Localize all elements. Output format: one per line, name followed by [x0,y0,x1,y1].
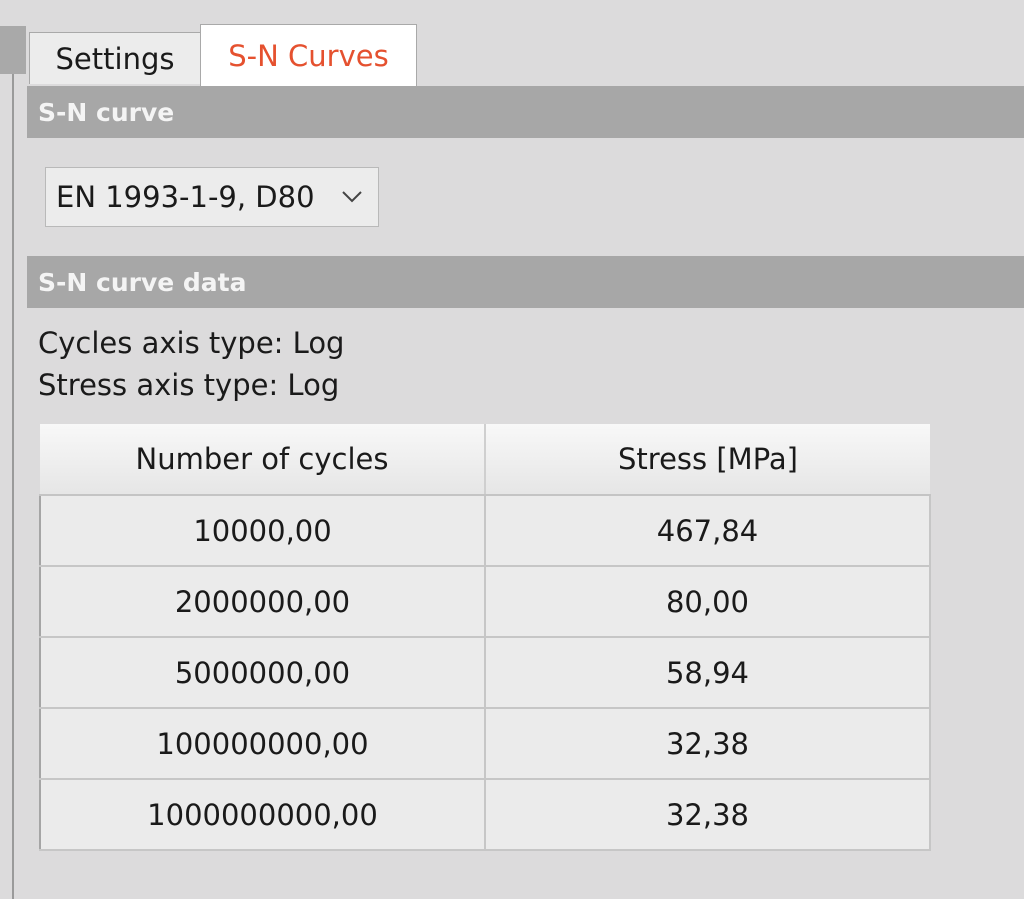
section-header-sn-curve: S-N curve [27,86,1024,138]
tab-settings-label: Settings [55,41,175,76]
chevron-down-icon[interactable] [340,184,364,208]
cell-cycles[interactable]: 1000000000,00 [39,778,486,851]
section-header-sn-curve-data: S-N curve data [27,256,1024,308]
cell-cycles[interactable]: 10000,00 [39,494,486,567]
table-header-row: Number of cycles Stress [MPa] [40,424,930,496]
section-title: S-N curve [38,97,175,127]
cell-stress[interactable]: 80,00 [484,565,931,638]
cell-stress[interactable]: 58,94 [484,636,931,709]
sn-curve-select[interactable]: EN 1993-1-9, D80 [45,167,379,227]
table-row[interactable]: 2000000,00 80,00 [39,565,931,638]
cell-stress[interactable]: 467,84 [484,494,931,567]
cell-cycles[interactable]: 5000000,00 [39,636,486,709]
table-row[interactable]: 10000,00 467,84 [39,494,931,567]
table-row[interactable]: 100000000,00 32,38 [39,707,931,780]
tab-settings[interactable]: Settings [29,32,201,84]
table-row[interactable]: 1000000000,00 32,38 [39,778,931,851]
column-header-cycles[interactable]: Number of cycles [40,424,486,496]
side-panel-border [12,74,14,899]
table-row[interactable]: 5000000,00 58,94 [39,636,931,709]
sn-data-table: Number of cycles Stress [MPa] 10000,00 4… [39,424,931,851]
cell-cycles[interactable]: 2000000,00 [39,565,486,638]
sn-curve-select-value: EN 1993-1-9, D80 [56,180,315,214]
cell-cycles[interactable]: 100000000,00 [39,707,486,780]
column-header-stress[interactable]: Stress [MPa] [485,424,930,496]
cycles-axis-type: Cycles axis type: Log [38,326,345,360]
cell-stress[interactable]: 32,38 [484,707,931,780]
tab-sn-curves-label: S-N Curves [228,38,389,73]
cell-stress[interactable]: 32,38 [484,778,931,851]
tab-sn-curves[interactable]: S-N Curves [200,24,417,86]
section-title: S-N curve data [38,267,247,297]
side-panel-edge [0,26,26,74]
stress-axis-type: Stress axis type: Log [38,368,340,402]
